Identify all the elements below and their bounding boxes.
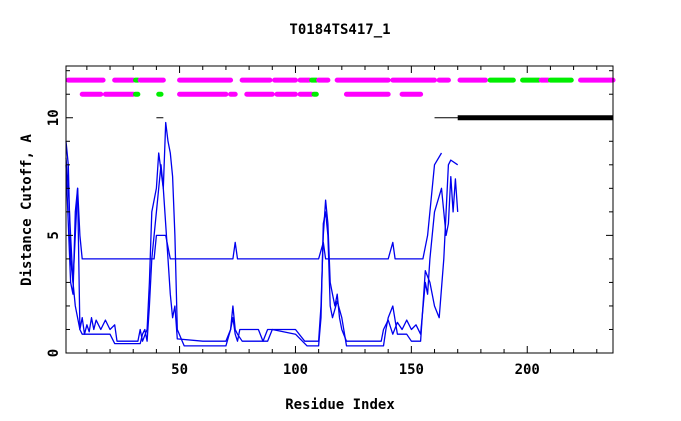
- series-line-3: [65, 121, 459, 347]
- x-tick-label-100: 100: [283, 362, 308, 378]
- axes: 50 100 150 200 0 5 10: [46, 65, 614, 378]
- secondary-structure-tracks: [65, 77, 616, 97]
- x-tick-label-50: 50: [171, 362, 188, 378]
- plot-frame: [65, 65, 614, 354]
- y-tick-label-0: 0: [46, 349, 62, 357]
- y-axis-label: Distance Cutoff, A: [19, 134, 35, 286]
- series-line-1: [65, 141, 443, 284]
- distance-series: [65, 121, 459, 347]
- chart-title: T0184TS417_1: [289, 22, 390, 38]
- x-axis-label: Residue Index: [285, 397, 395, 413]
- y-tick-label-5: 5: [46, 231, 62, 239]
- y-tick-label-10: 10: [46, 109, 62, 126]
- series-line-2: [65, 152, 459, 342]
- x-tick-label-150: 150: [399, 362, 424, 378]
- x-tick-label-200: 200: [515, 362, 540, 378]
